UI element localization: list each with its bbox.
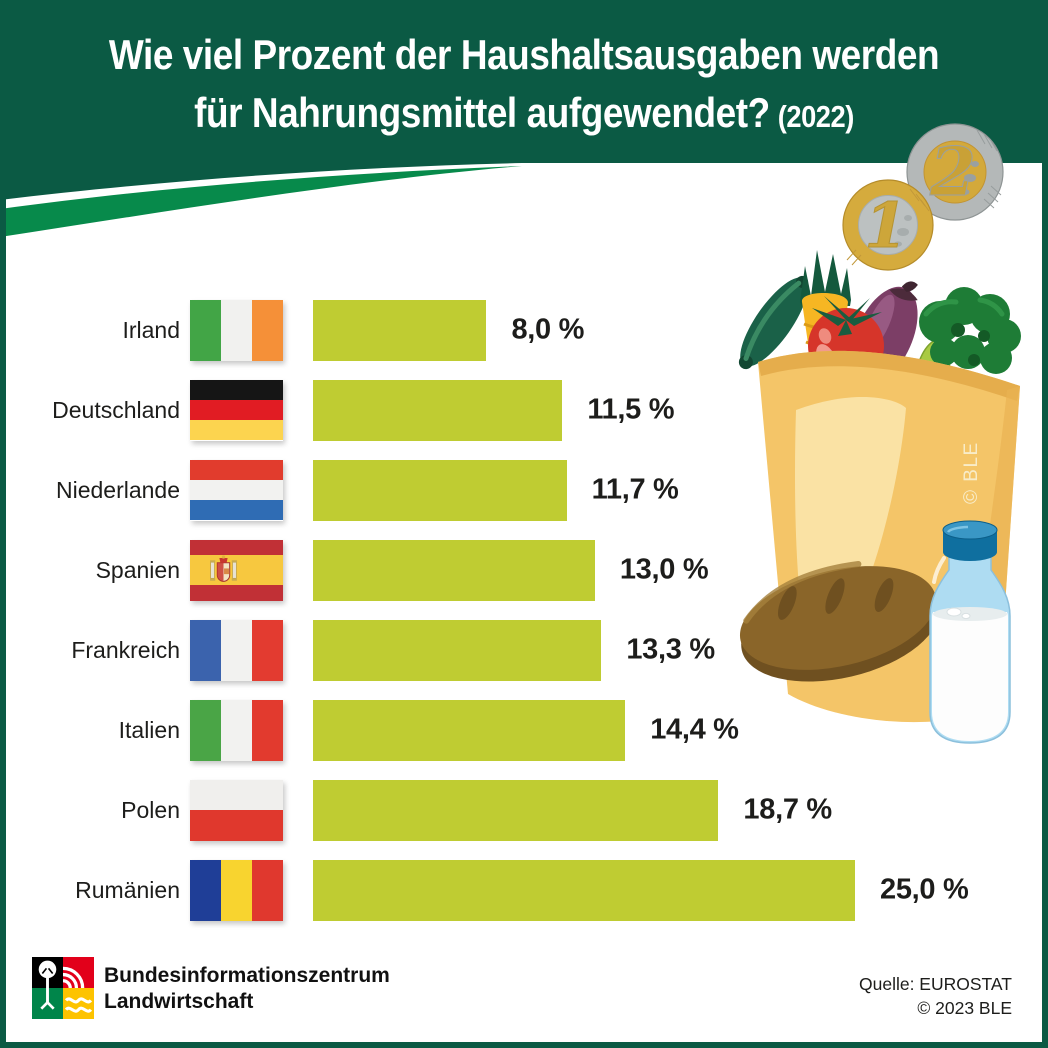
country-flag [190, 859, 283, 921]
country-label: Polen [121, 796, 180, 823]
flag-stripe [190, 539, 283, 555]
country-label: Niederlande [55, 476, 180, 503]
country-flag [190, 379, 283, 441]
title-line-2: für Nahrungsmittel aufgewendet? (2022) [63, 84, 985, 146]
value-label: 18,7 % [743, 793, 832, 826]
flag-stripe [221, 299, 252, 361]
flag-stripe [190, 500, 283, 521]
flag-stripe [190, 810, 283, 841]
page-title: Wie viel Prozent der Haushaltsausgaben w… [0, 26, 1048, 146]
title-line-2-text: für Nahrungsmittel aufgewendet? [194, 89, 770, 136]
value-label: 11,5 % [587, 393, 675, 426]
country-label: Frankreich [71, 636, 180, 663]
logo-waves-icon [64, 997, 93, 1013]
bar-zone: 14,4 % [313, 699, 1048, 761]
flag-stripe [190, 779, 283, 810]
flag-stripe [190, 459, 283, 480]
value-label: 13,0 % [619, 553, 709, 586]
flag-stripe [252, 299, 283, 361]
bar [313, 699, 626, 761]
flag-stripe [252, 859, 283, 921]
source-credit: Quelle: EUROSTAT © 2023 BLE [859, 972, 1012, 1020]
chart-row: Rumänien [0, 850, 1048, 930]
org-name-line-2: Landwirtschaft [104, 990, 254, 1013]
flag-stripe [190, 299, 221, 361]
country-flag [190, 619, 283, 681]
flag-stripe [190, 399, 283, 421]
title-year-badge: (2022) [777, 99, 855, 134]
source-line: Quelle: EUROSTAT [859, 974, 1012, 994]
chart-row: Frankreich [0, 610, 1048, 690]
bar [313, 459, 567, 521]
country-label: Deutschland [52, 396, 180, 423]
country-label: Spanien [95, 556, 180, 583]
bar-zone: 13,3 % [313, 619, 1048, 681]
bar-zone: 8,0 % [313, 299, 1048, 361]
flag-stripe [190, 619, 221, 681]
bar [313, 859, 855, 921]
flag-stripe [221, 859, 252, 921]
logo-field-arcs-icon [62, 966, 85, 989]
country-flag [190, 539, 283, 601]
flag-stripe [221, 699, 252, 761]
flag-stripe [190, 479, 283, 501]
bar-zone: 25,0 % [313, 859, 1048, 921]
bar-chart: Irland [0, 290, 1048, 930]
bar [313, 299, 487, 361]
organization-name: Bundesinformationszentrum Landwirtschaft [104, 963, 390, 1015]
copyright-line: © 2023 BLE [917, 998, 1012, 1018]
header-swoosh [0, 166, 522, 237]
country-flag [190, 299, 283, 361]
bar-zone: 13,0 % [313, 539, 1048, 601]
country-flag [190, 459, 283, 521]
bar-zone: 11,7 % [313, 459, 1048, 521]
flag-stripe [190, 699, 221, 761]
ble-logo [32, 957, 94, 1019]
logo-tree-icon [38, 960, 57, 1010]
country-label: Italien [118, 716, 180, 743]
chart-row: Niederlande [0, 450, 1048, 530]
bar [313, 379, 563, 441]
flag-stripe [190, 859, 221, 921]
flag-stripe [190, 585, 283, 601]
spain-coat-of-arms [210, 555, 238, 586]
bar-zone: 11,5 % [313, 379, 1048, 441]
bar-zone: 18,7 % [313, 779, 1048, 841]
country-label: Irland [122, 316, 180, 343]
title-line-1: Wie viel Prozent der Haushaltsausgaben w… [108, 31, 940, 78]
chart-row: Irland [0, 290, 1048, 370]
flag-stripe [221, 619, 252, 681]
header-background [0, 0, 1048, 200]
value-label: 11,7 % [591, 473, 679, 506]
flag-stripe [190, 420, 283, 441]
chart-row: Italien [0, 690, 1048, 770]
chart-row: Deutschland [0, 370, 1048, 450]
country-label: Rumänien [75, 876, 180, 903]
bar [313, 539, 595, 601]
flag-stripe [252, 619, 283, 681]
bar [313, 619, 602, 681]
chart-row: Polen [0, 770, 1048, 850]
value-label: 13,3 % [626, 633, 715, 666]
flag-stripe [252, 699, 283, 761]
value-label: 8,0 % [511, 313, 585, 346]
chart-row: Spanien [0, 530, 1048, 610]
country-flag [190, 699, 283, 761]
value-label: 25,0 % [880, 873, 969, 906]
header-band [0, 0, 1048, 237]
org-name-line-1: Bundesinformationszentrum [104, 964, 390, 987]
flag-stripe [190, 379, 283, 400]
country-flag [190, 779, 283, 841]
bar [313, 779, 719, 841]
value-label: 14,4 % [650, 713, 739, 746]
